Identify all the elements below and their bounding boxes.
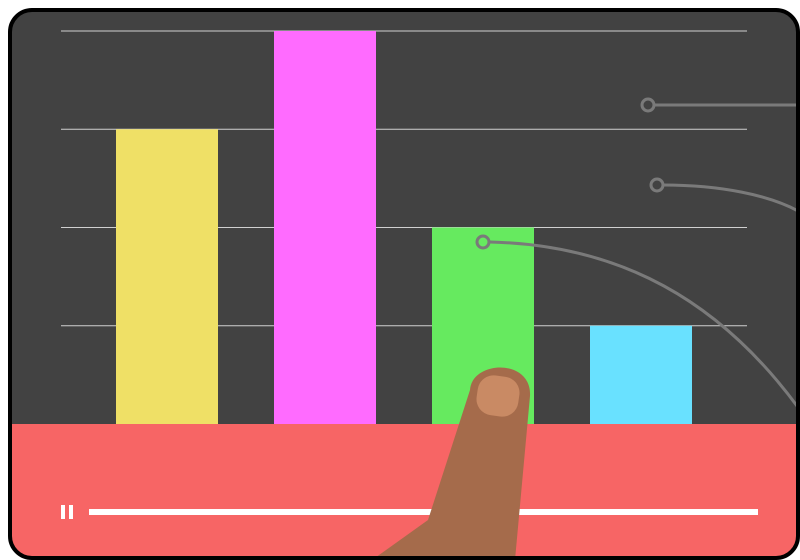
progress-bar[interactable] [89,509,758,515]
connectors [475,97,798,411]
bar [590,325,692,424]
screen-content [10,10,798,558]
pause-button[interactable] [61,505,65,519]
plot [61,30,747,424]
pause-button-part [69,505,73,519]
tablet-frame [8,8,800,560]
finger [372,367,531,558]
connector-dot [475,234,491,250]
fingernail [476,375,520,417]
bar [274,31,376,424]
bar [116,129,218,424]
player-bar [10,424,798,558]
connector-dot [649,177,665,193]
connector [662,183,798,214]
connector [489,240,798,411]
connector-dot [640,97,656,113]
